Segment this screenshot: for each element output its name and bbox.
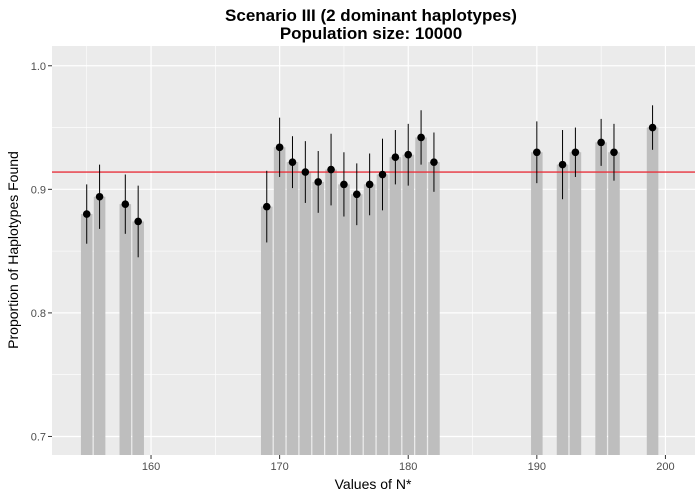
data-point [391,153,400,162]
data-point [533,148,541,157]
y-tick-label: 0.7 [31,431,46,443]
bar [428,162,440,455]
x-tick-label: 190 [528,461,546,473]
bar [132,221,144,455]
bar [646,127,659,456]
bar [338,184,350,455]
bar [286,162,299,455]
data-point [365,180,374,189]
data-point [558,160,567,169]
bar [415,137,427,456]
x-axis-ticks: 160 170 180 190 200 [142,455,675,473]
chart-subtitle: Population size: 10000 [280,24,462,43]
data-point [648,123,657,132]
bar [312,181,324,455]
data-point [82,210,91,218]
data-point [262,202,271,211]
bar [531,152,543,455]
bar [299,172,312,455]
bar [608,152,620,455]
y-axis-ticks: 0.7 0.8 0.9 1.0 [31,61,52,443]
chart-title: Scenario III (2 dominant haplotypes) [225,6,517,25]
bar [350,194,363,455]
x-tick-label: 200 [656,461,674,473]
data-point [597,138,605,147]
bar [119,204,132,455]
bar [595,142,607,455]
y-tick-label: 0.8 [31,308,46,320]
data-point [610,148,618,157]
bar [569,152,582,455]
data-point [301,168,310,176]
bar [363,184,376,455]
data-point [378,170,387,179]
bar [402,154,415,455]
x-tick-label: 180 [399,461,417,473]
data-point [275,143,284,152]
bars [80,127,659,456]
x-tick-label: 160 [142,461,160,473]
bar [376,174,389,455]
data-point [571,148,580,157]
bar [325,169,337,456]
y-tick-label: 0.9 [31,184,46,196]
bar [273,147,286,456]
data-point [314,178,323,186]
points [82,123,657,226]
data-point [95,192,104,201]
data-point [430,158,438,166]
bar [93,196,106,455]
data-point [288,158,297,166]
data-point [327,165,335,174]
data-point [404,150,413,159]
bar [260,206,273,455]
bar [389,157,402,455]
x-axis-title: Values of N* [335,476,412,492]
bar [556,164,569,455]
data-point [121,200,130,208]
y-axis-title: Proportion of Haplotypes Found [5,151,21,349]
x-tick-label: 170 [270,461,288,473]
data-point [417,133,425,142]
y-tick-label: 1.0 [31,61,46,73]
data-point [340,180,348,189]
data-point [352,190,361,199]
data-point [134,217,142,226]
bar [80,214,93,455]
